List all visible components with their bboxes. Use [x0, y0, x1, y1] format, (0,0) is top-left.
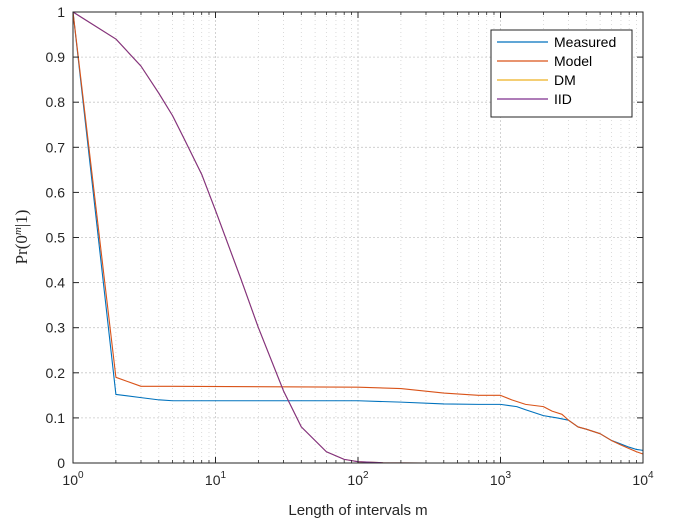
x-tick-label-exponent: 1 [221, 470, 227, 481]
legend-label-model: Model [554, 53, 592, 69]
x-tick-label-base: 10 [62, 472, 78, 488]
y-tick-label: 1 [57, 4, 65, 20]
x-tick-label-base: 10 [347, 472, 363, 488]
legend-label-measured: Measured [554, 34, 616, 50]
x-tick-label: 103 [490, 470, 512, 488]
tick-labels: 100 101 102 103 10400.10.20.30.40.50.60.70.8… [46, 4, 654, 488]
y-axis-label: Pr(0m|1) [12, 210, 31, 265]
y-tick-label: 0.8 [46, 94, 66, 110]
legend-label-dm: DM [554, 72, 576, 88]
x-tick-label-base: 10 [490, 472, 506, 488]
x-tick-label: 100 [62, 470, 84, 488]
x-tick-label-exponent: 3 [506, 470, 512, 481]
y-tick-label: 0 [57, 455, 65, 471]
x-tick-label-exponent: 2 [363, 470, 369, 481]
x-axis-label: Length of intervals m [288, 502, 427, 519]
x-tick-label: 104 [632, 470, 654, 488]
y-axis-label-pre: Pr(0 [12, 235, 31, 264]
x-tick-label-base: 10 [632, 472, 648, 488]
x-tick-label: 101 [205, 470, 227, 488]
y-tick-label: 0.2 [46, 365, 66, 381]
axis-ticks [72, 11, 644, 464]
y-tick-label: 0.6 [46, 184, 66, 200]
y-tick-label: 0.1 [46, 410, 66, 426]
series-line-model [72, 11, 644, 455]
legend: Measured Model DM IID [490, 29, 633, 118]
y-tick-label: 0.5 [46, 230, 66, 246]
y-axis-label-sup: m [12, 227, 24, 235]
y-tick-label: 0.4 [46, 275, 66, 291]
y-tick-label: 0.7 [46, 139, 66, 155]
x-tick-label: 102 [347, 470, 369, 488]
y-tick-label: 0.3 [46, 320, 66, 336]
series-lines [72, 11, 644, 464]
series-line-iid [72, 11, 643, 464]
y-tick-label: 0.9 [46, 49, 66, 65]
y-axis-label-post: |1) [12, 210, 31, 228]
x-tick-label-exponent: 4 [648, 470, 654, 481]
legend-box [490, 29, 633, 118]
x-tick-label-exponent: 0 [78, 470, 84, 481]
legend-label-iid: IID [554, 91, 572, 107]
x-tick-label-base: 10 [205, 472, 221, 488]
